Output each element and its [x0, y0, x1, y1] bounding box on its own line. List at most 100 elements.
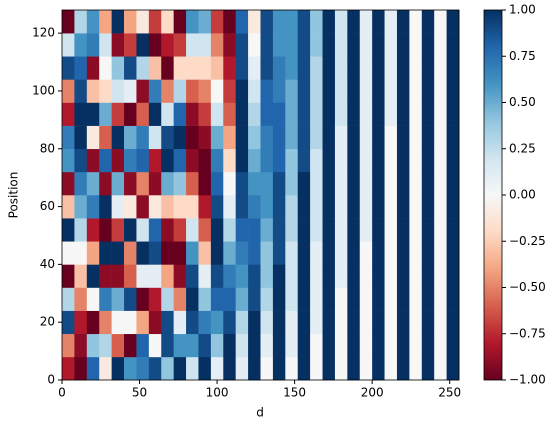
heatmap-cell	[210, 10, 224, 34]
heatmap-cell	[124, 148, 137, 173]
heatmap-cell	[173, 102, 187, 126]
heatmap-cell	[322, 125, 336, 150]
heatmap-cell	[285, 33, 299, 57]
heatmap-cell	[260, 287, 274, 311]
heatmap-cell	[322, 56, 336, 80]
heatmap-cell	[86, 356, 100, 381]
heatmap-cell	[421, 333, 435, 358]
heatmap-cell	[148, 79, 162, 103]
heatmap-cell	[86, 287, 100, 311]
heatmap-cell	[396, 125, 410, 150]
heatmap-cell	[384, 79, 398, 103]
heatmap-cell	[173, 33, 187, 57]
heatmap-cell	[111, 125, 125, 150]
heatmap-cell	[272, 10, 286, 34]
heatmap-cell	[173, 125, 187, 150]
heatmap-cell	[235, 125, 249, 150]
heatmap-cell	[111, 79, 125, 103]
heatmap-cell	[173, 356, 187, 381]
heatmap-cell	[372, 218, 385, 242]
heatmap-cell	[334, 333, 348, 358]
heatmap-cell	[359, 264, 373, 288]
heatmap-cell	[223, 287, 236, 311]
heatmap-cell	[136, 171, 150, 196]
heatmap-cell	[74, 125, 88, 150]
heatmap-cell	[384, 264, 398, 288]
heatmap-cell	[148, 125, 162, 150]
heatmap-cell	[161, 148, 174, 173]
heatmap-cell	[396, 102, 410, 126]
heatmap-cell	[99, 195, 112, 219]
heatmap-cell	[198, 310, 212, 335]
heatmap-cell	[384, 287, 398, 311]
heatmap-cell	[310, 264, 323, 288]
heatmap-cell	[359, 195, 373, 219]
heatmap-cell	[124, 195, 137, 219]
heatmap-cell	[86, 333, 100, 358]
heatmap-cell	[161, 333, 174, 358]
heatmap-cell	[334, 56, 348, 80]
heatmap-cell	[99, 218, 112, 242]
heatmap-cell	[62, 356, 75, 381]
heatmap-cell	[409, 10, 423, 34]
heatmap-cell	[372, 102, 385, 126]
heatmap-cell	[322, 218, 336, 242]
heatmap-cell	[173, 264, 187, 288]
heatmap-cell	[372, 56, 385, 80]
heatmap-cell	[260, 241, 274, 265]
heatmap-cell	[310, 33, 323, 57]
colorbar-tick-label: 0.50	[509, 95, 536, 109]
heatmap-cell	[272, 125, 286, 150]
heatmap-cell	[446, 287, 460, 311]
heatmap-cell	[124, 310, 137, 335]
x-tick-label: 0	[58, 386, 66, 400]
y-tick-label: 100	[32, 83, 55, 97]
heatmap-cell	[322, 171, 336, 196]
heatmap-cell	[409, 241, 423, 265]
heatmap-cell	[223, 33, 236, 57]
heatmap-cell	[86, 310, 100, 335]
heatmap-cell	[272, 310, 286, 335]
heatmap-cell	[396, 10, 410, 34]
heatmap-cell	[347, 287, 361, 311]
heatmap-cell	[446, 218, 460, 242]
heatmap-cell	[198, 218, 212, 242]
heatmap-cell	[310, 102, 323, 126]
heatmap-cell	[285, 79, 299, 103]
heatmap-cell	[409, 333, 423, 358]
heatmap-cell	[310, 218, 323, 242]
heatmap-cell	[86, 241, 100, 265]
heatmap-cell	[272, 102, 286, 126]
heatmap-cell	[297, 10, 311, 34]
heatmap-cell	[334, 356, 348, 381]
heatmap-cell	[186, 79, 199, 103]
heatmap-cell	[136, 102, 150, 126]
heatmap-cell	[186, 264, 199, 288]
heatmap-cell	[322, 287, 336, 311]
heatmap-cell	[235, 287, 249, 311]
heatmap-cell	[421, 125, 435, 150]
heatmap-cell	[421, 102, 435, 126]
heatmap-cell	[173, 333, 187, 358]
heatmap-cell	[434, 218, 447, 242]
heatmap-cell	[86, 171, 100, 196]
heatmap-cell	[310, 356, 323, 381]
heatmap-cell	[384, 148, 398, 173]
heatmap-cell	[62, 56, 75, 80]
heatmap-cell	[421, 171, 435, 196]
heatmap-cell	[223, 148, 236, 173]
heatmap-cell	[124, 79, 137, 103]
heatmap-cell	[74, 356, 88, 381]
heatmap-cell	[297, 56, 311, 80]
heatmap-cell	[396, 33, 410, 57]
x-tick-label: 50	[132, 386, 147, 400]
heatmap-cell	[372, 125, 385, 150]
heatmap-cell	[99, 56, 112, 80]
heatmap-cell	[136, 218, 150, 242]
plot-frame	[61, 9, 460, 381]
heatmap-cell	[421, 10, 435, 34]
heatmap-cell	[235, 333, 249, 358]
heatmap-cell	[359, 333, 373, 358]
heatmap-cell	[86, 56, 100, 80]
